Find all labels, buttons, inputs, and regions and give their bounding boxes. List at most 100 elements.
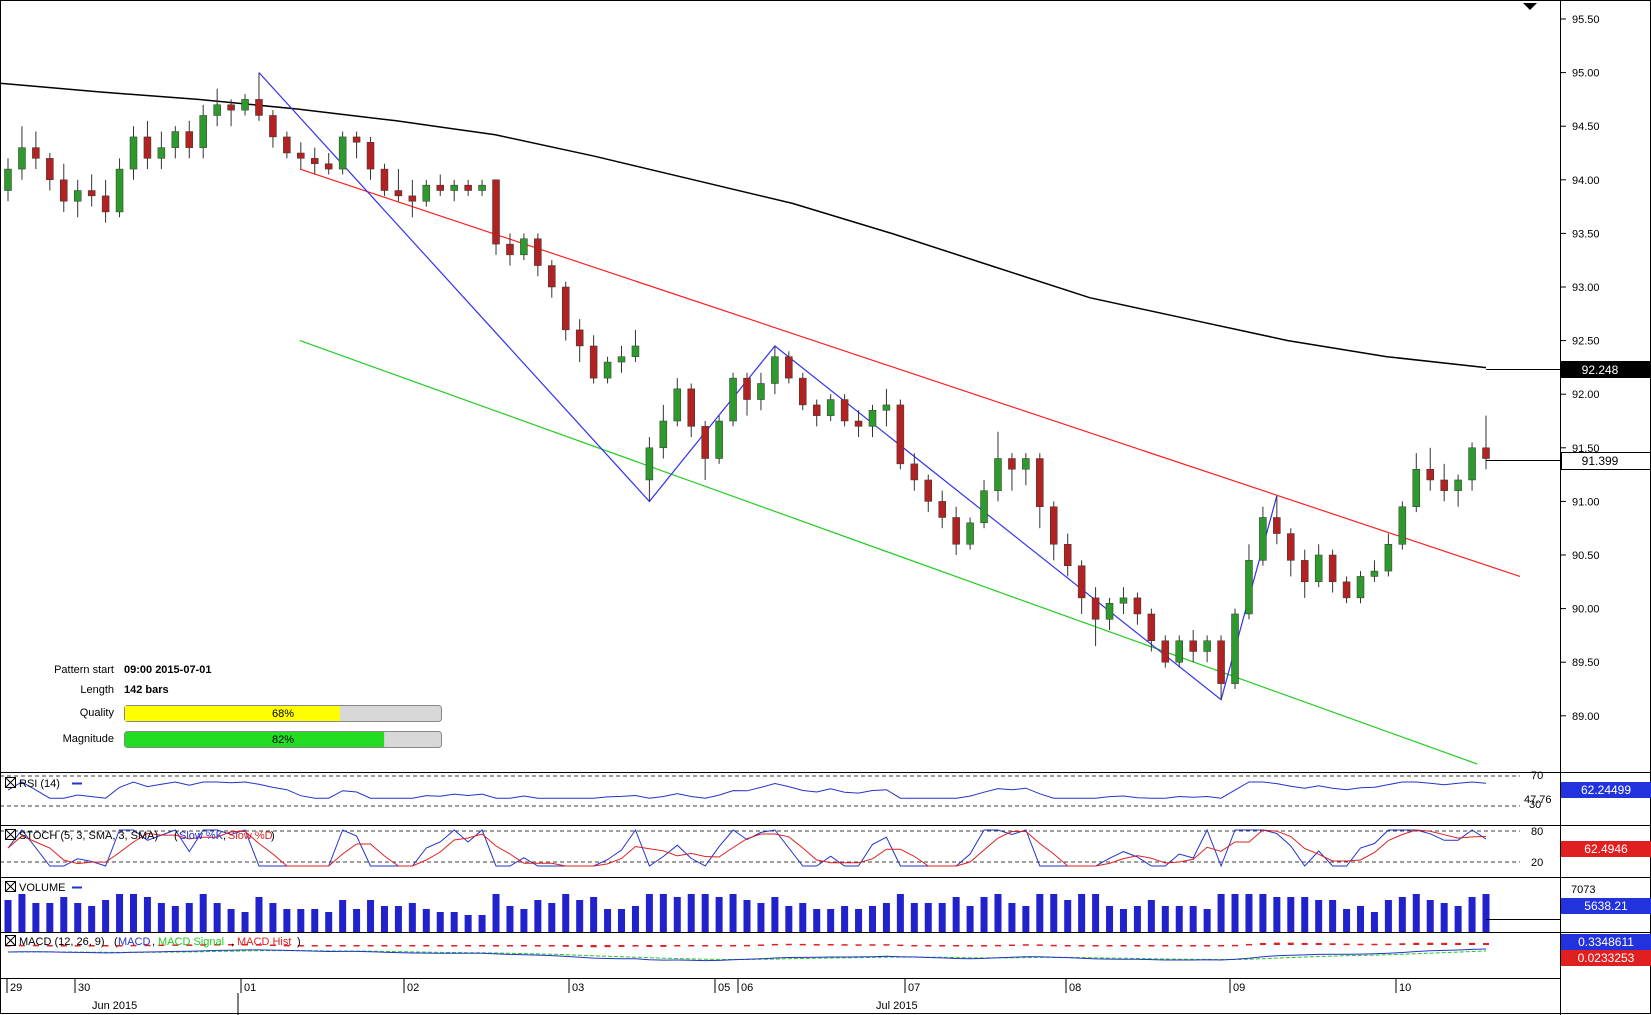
macd-hist-bar xyxy=(799,943,806,946)
price-tick-label: 94.00 xyxy=(1572,175,1600,187)
day-label: 30 xyxy=(78,982,90,994)
candle-body xyxy=(826,399,835,416)
candle-body xyxy=(492,179,500,245)
volume-bar xyxy=(1370,912,1378,932)
volume-bar xyxy=(799,903,807,932)
macd-hist-bar xyxy=(1092,945,1099,947)
macd-hist-bar xyxy=(841,944,848,946)
volume-bar xyxy=(339,900,347,932)
ma-value-tag: 92.248 xyxy=(1486,361,1651,378)
macd-hist-bar xyxy=(200,944,207,946)
stoch-value: 62.4946 xyxy=(1584,842,1628,856)
volume-bar xyxy=(1412,894,1420,932)
volume-bar xyxy=(618,909,626,932)
stoch-k-legend: Slow %K xyxy=(179,830,224,842)
macd-hist-bar xyxy=(869,944,876,946)
candle-body xyxy=(311,158,319,164)
price-tick-label: 89.00 xyxy=(1572,711,1600,723)
macd-hist-bar xyxy=(1008,944,1015,947)
macd-hist-bar xyxy=(283,944,290,947)
volume-bar xyxy=(394,906,402,932)
candle-body xyxy=(1133,597,1142,615)
candle-body xyxy=(1259,517,1267,561)
day-label: 08 xyxy=(1069,982,1081,994)
macd-hist-bar xyxy=(255,944,262,946)
svg-text:,: , xyxy=(152,936,155,948)
candle-body xyxy=(673,388,682,422)
volume-bar xyxy=(994,894,1002,932)
macd-hist-bar xyxy=(158,944,165,947)
candle-body xyxy=(255,99,263,116)
candle-body xyxy=(380,168,389,191)
candle-body xyxy=(478,184,486,191)
macd-hist-bar xyxy=(325,945,332,947)
volume-bar xyxy=(213,903,221,932)
last-price-label: 91.399 xyxy=(1582,454,1619,468)
volume-label: VOLUME xyxy=(19,882,65,894)
candle-body xyxy=(227,104,235,111)
volume-bar xyxy=(1161,906,1169,932)
macd-hist-bar xyxy=(1176,945,1183,947)
magnitude-value: 82% xyxy=(272,734,294,746)
candle-body xyxy=(352,136,361,143)
last-price-tag: 91.399 xyxy=(1486,452,1651,470)
day-label: 01 xyxy=(244,982,256,994)
macd-hist-bar xyxy=(534,945,541,947)
macd-hist-bar xyxy=(925,945,932,947)
macd-hist-bar xyxy=(353,945,360,947)
macd-hist-bar xyxy=(1287,942,1294,945)
volume-bar xyxy=(1454,906,1462,932)
macd-hist-bar xyxy=(1385,943,1392,946)
macd-hist-bar xyxy=(1120,945,1127,947)
pattern-overlay xyxy=(0,72,1521,765)
candle-body xyxy=(1091,597,1100,620)
volume-bar xyxy=(478,915,486,932)
svg-text:(: ( xyxy=(114,936,118,948)
volume-bar xyxy=(1231,894,1239,932)
volume-bar xyxy=(4,900,12,932)
macd-hist-bar xyxy=(242,943,249,946)
candle-body xyxy=(1482,447,1490,459)
candle-body xyxy=(1231,613,1239,684)
macd-header: MACD (12, 26, 9) ( MACD , MACD Signal , … xyxy=(5,934,1651,966)
time-axis: 29 30 01 02 03 05 06 07 08 09 10 Jun 2015 Jul 2015 xyxy=(6,979,1411,1015)
macd-hist-bar xyxy=(116,945,123,947)
candle-body xyxy=(1175,640,1183,663)
candle-body xyxy=(1217,640,1225,684)
macd-hist-bar xyxy=(46,944,53,947)
volume-bar xyxy=(673,897,681,932)
volume-bar xyxy=(185,903,193,932)
macd-hist-bar xyxy=(102,945,109,947)
volume-bar xyxy=(269,903,277,932)
pattern-quality-label: Quality xyxy=(80,707,115,719)
volume-value: 5638.21 xyxy=(1584,899,1628,913)
volume-bar xyxy=(464,915,472,932)
price-tick-label: 95.00 xyxy=(1572,68,1600,80)
macd-line xyxy=(7,948,1487,962)
volume-bar xyxy=(1357,906,1365,932)
candle-body xyxy=(101,195,110,213)
macd-hist-legend: MACD Hist xyxy=(237,936,291,948)
macd-hist-bar xyxy=(130,944,137,947)
macd-hist-bar xyxy=(172,944,179,946)
volume-bar xyxy=(757,903,765,932)
volume-bar xyxy=(590,897,598,932)
price-tick-label: 90.50 xyxy=(1572,550,1600,562)
volume-bar xyxy=(255,897,263,932)
candle-body xyxy=(1300,560,1309,583)
macd-hist-bar xyxy=(590,945,597,948)
candle-body xyxy=(394,190,403,197)
macd-hist-bar xyxy=(897,944,904,947)
volume-bar xyxy=(924,903,932,932)
volume-bar xyxy=(659,894,667,932)
macd-hist-bar xyxy=(1148,945,1155,947)
collapse-arrow-icon[interactable] xyxy=(1523,3,1537,10)
candle-body xyxy=(32,147,40,159)
candle-body xyxy=(771,356,779,384)
candle-body xyxy=(46,158,54,181)
volume-bar xyxy=(506,906,514,932)
candle-body xyxy=(1050,506,1058,545)
candle-body xyxy=(171,131,180,148)
volume-bar xyxy=(157,903,165,932)
volume-bar xyxy=(1384,900,1392,932)
